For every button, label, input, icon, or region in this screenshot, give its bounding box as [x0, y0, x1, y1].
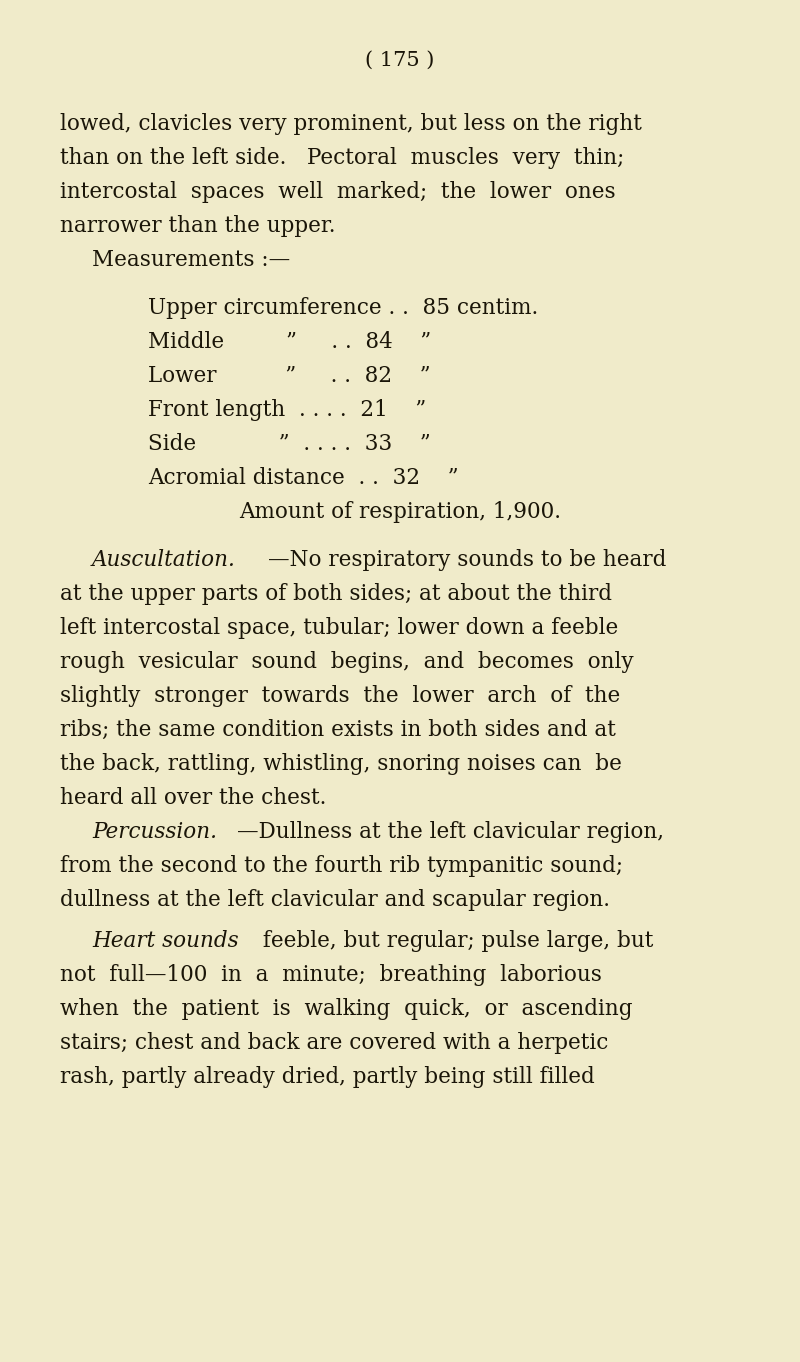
Text: intercostal  spaces  well  marked;  the  lower  ones: intercostal spaces well marked; the lowe…: [60, 181, 616, 203]
Text: not  full—100  in  a  minute;  breathing  laborious: not full—100 in a minute; breathing labo…: [60, 964, 602, 986]
Text: at the upper parts of both sides; at about the third: at the upper parts of both sides; at abo…: [60, 583, 612, 605]
Text: when  the  patient  is  walking  quick,  or  ascending: when the patient is walking quick, or as…: [60, 998, 633, 1020]
Text: than on the left side.   Pectoral  muscles  very  thin;: than on the left side. Pectoral muscles …: [60, 147, 624, 169]
Text: heard all over the chest.: heard all over the chest.: [60, 787, 326, 809]
Text: ( 175 ): ( 175 ): [366, 50, 434, 69]
Text: —No respiratory sounds to be heard: —No respiratory sounds to be heard: [268, 549, 666, 571]
Text: Upper circumference . .  85 centim.: Upper circumference . . 85 centim.: [148, 297, 538, 319]
Text: Amount of respiration, 1,900.: Amount of respiration, 1,900.: [239, 501, 561, 523]
Text: from the second to the fourth rib tympanitic sound;: from the second to the fourth rib tympan…: [60, 855, 623, 877]
Text: Lower          ”     . .  82    ”: Lower ” . . 82 ”: [148, 365, 430, 387]
Text: Middle         ”     . .  84    ”: Middle ” . . 84 ”: [148, 331, 431, 353]
Text: —Dullness at the left clavicular region,: —Dullness at the left clavicular region,: [237, 821, 664, 843]
Text: Acromial distance  . .  32    ”: Acromial distance . . 32 ”: [148, 467, 458, 489]
Text: Percussion.: Percussion.: [92, 821, 217, 843]
Text: lowed, clavicles very prominent, but less on the right: lowed, clavicles very prominent, but les…: [60, 113, 642, 135]
Text: slightly  stronger  towards  the  lower  arch  of  the: slightly stronger towards the lower arch…: [60, 685, 620, 707]
Text: Side            ”  . . . .  33    ”: Side ” . . . . 33 ”: [148, 433, 430, 455]
Text: the back, rattling, whistling, snoring noises can  be: the back, rattling, whistling, snoring n…: [60, 753, 622, 775]
Text: Heart sounds: Heart sounds: [92, 930, 238, 952]
Text: Auscultation.: Auscultation.: [92, 549, 236, 571]
Text: rash, partly already dried, partly being still filled: rash, partly already dried, partly being…: [60, 1066, 594, 1088]
Text: narrower than the upper.: narrower than the upper.: [60, 215, 335, 237]
Text: Measurements :—: Measurements :—: [92, 249, 290, 271]
Text: left intercostal space, tubular; lower down a feeble: left intercostal space, tubular; lower d…: [60, 617, 618, 639]
Text: stairs; chest and back are covered with a herpetic: stairs; chest and back are covered with …: [60, 1032, 608, 1054]
Text: ribs; the same condition exists in both sides and at: ribs; the same condition exists in both …: [60, 719, 616, 741]
Text: rough  vesicular  sound  begins,  and  becomes  only: rough vesicular sound begins, and become…: [60, 651, 634, 673]
Text: dullness at the left clavicular and scapular region.: dullness at the left clavicular and scap…: [60, 889, 610, 911]
Text: Front length  . . . .  21    ”: Front length . . . . 21 ”: [148, 399, 426, 421]
Text: feeble, but regular; pulse large, but: feeble, but regular; pulse large, but: [256, 930, 654, 952]
